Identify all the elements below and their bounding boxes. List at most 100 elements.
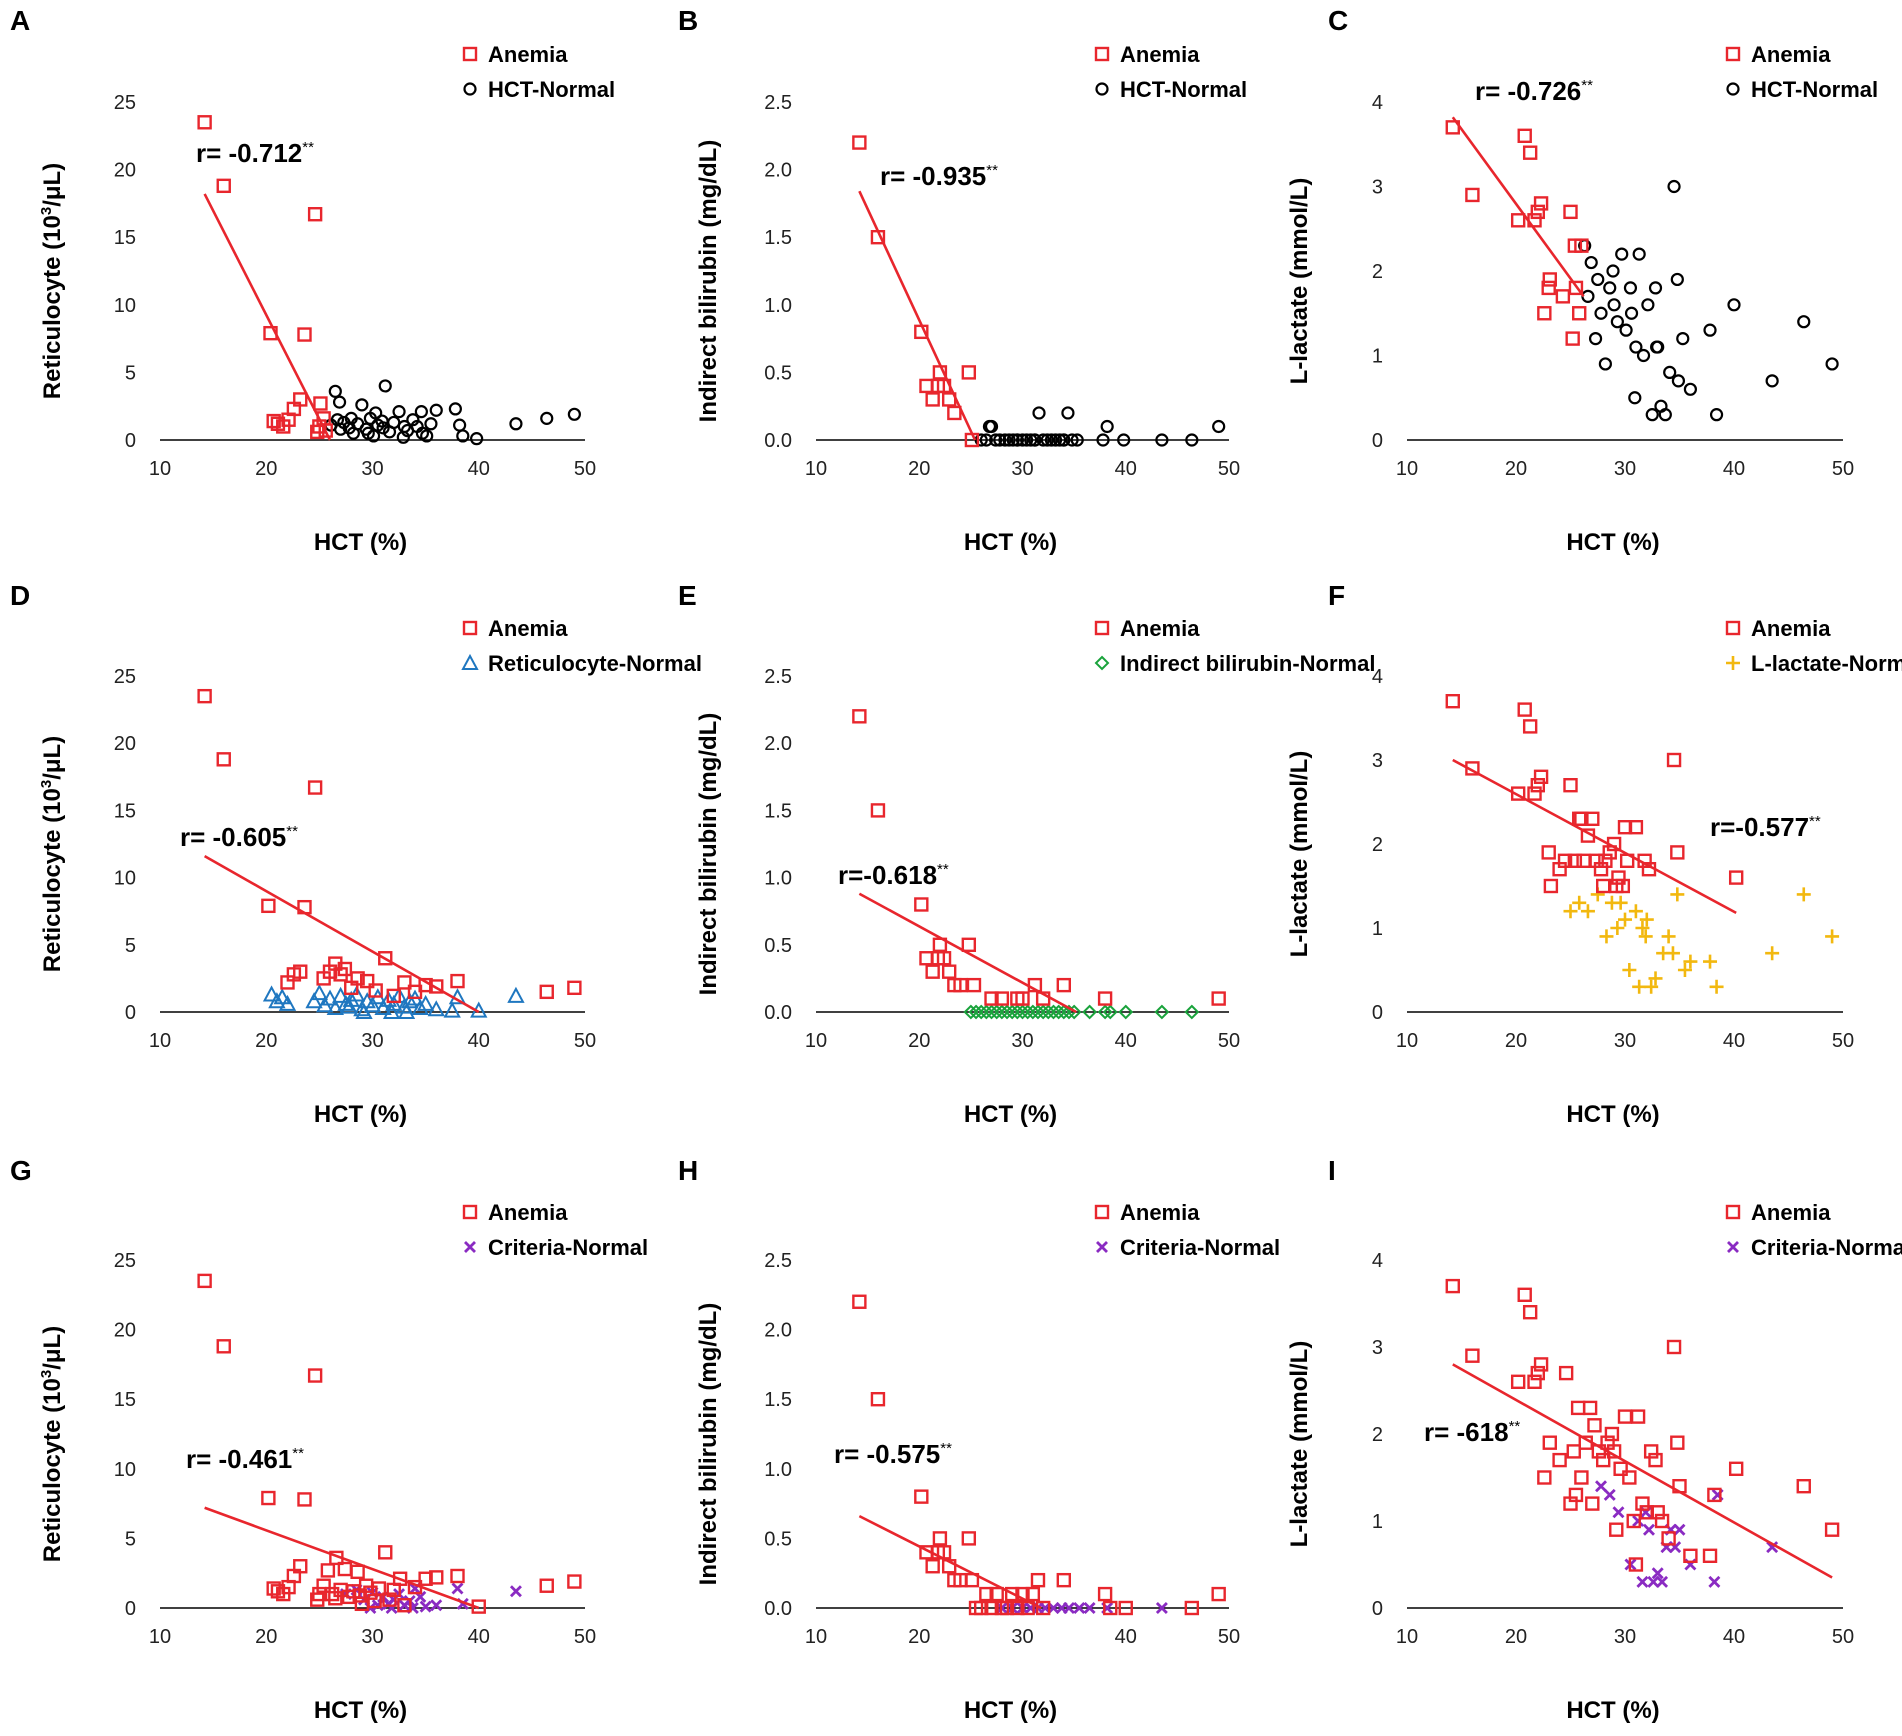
data-point xyxy=(961,365,977,380)
data-point xyxy=(984,1600,999,1616)
data-point xyxy=(1725,620,1741,636)
y-tick-label: 1.0 xyxy=(764,295,792,317)
data-point xyxy=(1598,853,1613,868)
data-point xyxy=(1567,853,1583,868)
x-tick-label: 40 xyxy=(1723,1626,1745,1648)
data-point xyxy=(1670,272,1684,287)
data-point xyxy=(1073,1602,1086,1614)
data-point xyxy=(999,1600,1015,1616)
data-point xyxy=(392,1571,408,1586)
data-point xyxy=(1517,128,1532,144)
data-point xyxy=(1522,719,1538,734)
data-point xyxy=(1445,1278,1460,1294)
data-point xyxy=(1542,272,1557,287)
legend-label: Anemia xyxy=(1120,616,1200,641)
x-tick-label: 30 xyxy=(1614,458,1636,480)
x-tick-label: 10 xyxy=(805,458,827,480)
y-tick-label: 2 xyxy=(1372,834,1383,856)
regression-line xyxy=(858,892,1077,1014)
data-point xyxy=(1570,1400,1586,1416)
data-point xyxy=(1603,281,1617,295)
x-tick-label: 30 xyxy=(361,1030,383,1052)
data-point xyxy=(415,426,430,440)
data-point xyxy=(1118,1004,1134,1020)
data-point xyxy=(1102,1004,1118,1020)
data-point xyxy=(925,964,940,979)
x-axis-label: HCT (%) xyxy=(1566,529,1659,556)
data-point xyxy=(1543,878,1559,894)
data-point xyxy=(1558,1365,1574,1381)
data-point xyxy=(1096,433,1110,447)
data-point xyxy=(1636,348,1651,363)
x-tick-label: 10 xyxy=(805,1030,827,1052)
data-point xyxy=(293,392,308,407)
data-point xyxy=(1036,433,1050,447)
data-point xyxy=(332,395,347,409)
y-axis-label-main: Reticulocyte (10 xyxy=(39,788,66,972)
data-point xyxy=(1563,778,1578,793)
y-tick-label: 25 xyxy=(114,666,136,688)
data-point xyxy=(352,1588,367,1603)
data-point xyxy=(328,1591,343,1606)
data-point xyxy=(378,951,393,966)
data-point xyxy=(974,1600,989,1616)
data-point xyxy=(1184,1004,1200,1020)
data-point xyxy=(1032,406,1046,420)
data-point xyxy=(1609,1522,1624,1537)
y-tick-label: 3 xyxy=(1372,1337,1383,1359)
data-point xyxy=(1533,769,1549,784)
data-point xyxy=(1094,620,1110,636)
legend-label: Anemia xyxy=(488,1200,568,1225)
data-point xyxy=(1825,929,1840,944)
y-tick-label: 20 xyxy=(114,160,136,182)
x-tick-label: 20 xyxy=(908,1030,930,1052)
panel-e: E 10 20 30 40 50 0.0 0.5 1.0 1.5 2.0 2.5 HCT (%) Indi… xyxy=(678,580,1375,1128)
data-point xyxy=(1703,954,1718,969)
y-tick-label: 10 xyxy=(114,1459,136,1481)
data-point xyxy=(1726,82,1740,96)
series-hct-normal xyxy=(1578,179,1839,422)
data-point xyxy=(953,977,968,993)
y-axis-label-main: Indirect bilirubin (mg/dL) xyxy=(695,1303,722,1586)
correlation-label: r= -618** xyxy=(1424,1417,1520,1447)
data-point xyxy=(1061,406,1075,420)
data-point xyxy=(1622,963,1637,977)
data-point xyxy=(989,1586,1004,1602)
data-point xyxy=(392,405,406,419)
data-point xyxy=(1703,323,1717,337)
data-point xyxy=(1097,1586,1113,1602)
data-point xyxy=(1541,280,1556,296)
data-point xyxy=(1025,1004,1041,1020)
data-point xyxy=(936,951,952,966)
data-point xyxy=(293,964,308,979)
series-anemia xyxy=(852,709,1226,1006)
data-point xyxy=(1584,255,1598,270)
y-tick-label: 3 xyxy=(1372,750,1383,772)
data-point xyxy=(1618,912,1632,927)
data-point xyxy=(1574,1470,1589,1485)
data-point xyxy=(1587,1418,1602,1433)
data-point xyxy=(1658,408,1672,422)
legend-label: Anemia xyxy=(1751,42,1831,67)
data-point xyxy=(369,406,383,420)
y-tick-label: 2.5 xyxy=(764,666,792,688)
data-point xyxy=(974,433,988,447)
data-point xyxy=(1609,878,1624,894)
data-point xyxy=(852,709,867,724)
data-point xyxy=(1638,929,1653,944)
significance-stars: ** xyxy=(302,139,314,156)
y-axis-label-main: Reticulocyte (10 xyxy=(39,1378,66,1562)
x-axis-label: HCT (%) xyxy=(314,1101,407,1128)
y-tick-label: 1.5 xyxy=(764,800,792,822)
data-point xyxy=(539,1578,554,1593)
data-point xyxy=(429,403,443,417)
data-point xyxy=(998,433,1012,447)
data-point xyxy=(1643,1444,1659,1459)
x-axis-label: HCT (%) xyxy=(964,1101,1057,1128)
data-point xyxy=(1599,929,1614,944)
data-point xyxy=(1642,1523,1655,1536)
data-point xyxy=(1593,862,1609,877)
data-point xyxy=(1665,946,1680,961)
data-point xyxy=(386,988,401,1004)
data-point xyxy=(1211,991,1226,1006)
